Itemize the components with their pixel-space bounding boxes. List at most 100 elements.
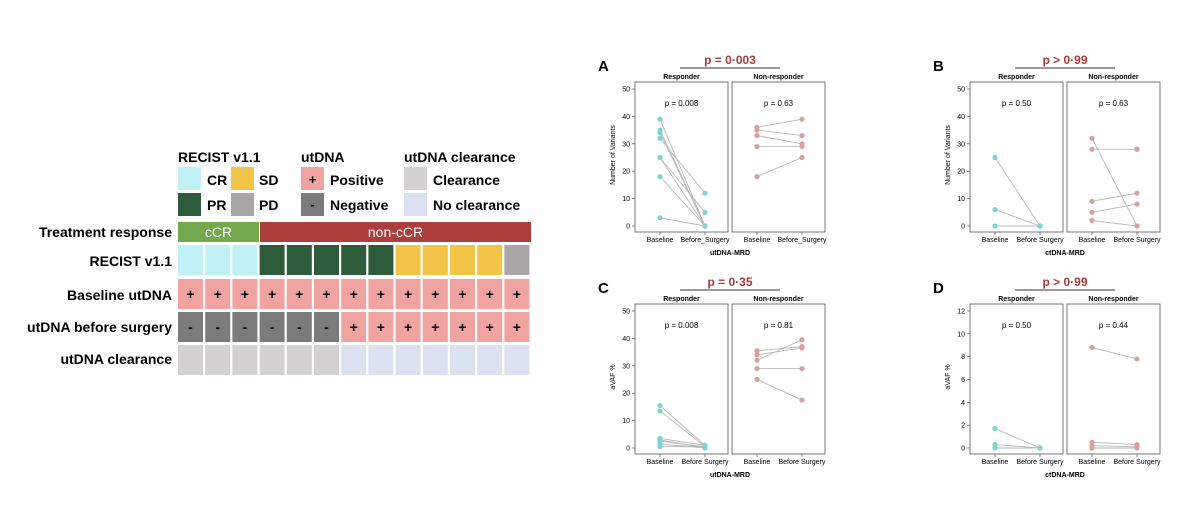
- baseline-point: [754, 132, 760, 139]
- y-tick-label: 0: [961, 446, 965, 453]
- legend-swatch-negative: [301, 193, 324, 216]
- y-tick-label: 30: [957, 141, 965, 148]
- facet-title: Non-responder: [753, 74, 803, 81]
- before-surgery-cell: [341, 312, 367, 342]
- baseline-cell: [259, 279, 285, 309]
- y-tick-label: 2: [961, 423, 965, 430]
- baseline-point: [992, 425, 998, 432]
- y-axis-label: Number of Variants: [610, 125, 617, 185]
- facet-frame: [634, 81, 729, 233]
- baseline-cell: [178, 279, 203, 309]
- pair-line: [659, 443, 706, 449]
- before-surgery-cell: [422, 312, 448, 342]
- y-tick-label: 20: [622, 391, 630, 398]
- x-axis-label: ctDNA-MRD: [1045, 250, 1085, 257]
- clearance-cell: [504, 345, 530, 375]
- before-surgery-cell: [286, 312, 312, 342]
- y-tick-label: 20: [622, 169, 630, 176]
- facet-non-responder: Non-responder p = 0.81 Baseline Before Surg…: [731, 296, 826, 466]
- baseline-cell: [450, 279, 475, 309]
- legend-label-no-clearance: No clearance: [433, 197, 520, 213]
- facet-frame: [969, 81, 1064, 233]
- recist-cell: [232, 245, 258, 275]
- facet-title: Responder: [663, 74, 700, 81]
- baseline-cell-symbol: +: [377, 286, 385, 302]
- clearance-cell: [232, 345, 258, 375]
- facet-responder: Responder p = 0.008 Baseline Before Surgery: [634, 296, 729, 466]
- before-surgery-cell: [477, 312, 503, 342]
- before-surgery-cell: [178, 312, 203, 342]
- clearance-cell: [178, 345, 203, 375]
- baseline-point: [992, 206, 998, 213]
- x-tick-label: Before Surgery: [1113, 459, 1161, 466]
- baseline-point: [754, 376, 760, 383]
- y-tick-label: 40: [622, 114, 630, 121]
- utdna-heatmap: RECIST v1.1 utDNA utDNA clearance CR SD …: [27, 149, 531, 375]
- facet-p-value: p = 0.81: [764, 321, 794, 330]
- before-surgery-cell-symbol: +: [350, 319, 358, 335]
- x-tick-label: Baseline: [744, 237, 771, 244]
- y-tick-label: 10: [957, 196, 965, 203]
- facet-title: Responder: [998, 74, 1035, 81]
- facet-non-responder: Non-responder p = 0.63 Baseline Before Surg…: [1066, 74, 1161, 244]
- baseline-cell-symbol: +: [186, 286, 194, 302]
- before-surgery-point: [1134, 445, 1140, 451]
- baseline-cell: [232, 279, 258, 309]
- facet-p-value: p = 0.008: [665, 321, 699, 330]
- before-surgery-point: [702, 444, 708, 450]
- overall-p-value: p > 0·99: [1042, 275, 1087, 289]
- facet-p-value: p = 0.63: [1099, 99, 1129, 108]
- recist-cell: [341, 245, 367, 275]
- before-surgery-point: [799, 116, 805, 122]
- response-bar-ccr: [178, 222, 259, 242]
- facet-responder: Responder p = 0.008 Baseline Before_Surgery: [634, 74, 730, 244]
- panel-letter: A: [598, 58, 609, 75]
- pair-line: [659, 138, 706, 194]
- pair-line: [1091, 445, 1138, 448]
- recist-cell: [368, 245, 394, 275]
- before-surgery-point: [799, 365, 805, 372]
- before-surgery-cell-symbol: +: [513, 319, 521, 335]
- recist-cell: [422, 245, 448, 275]
- row-label-baseline-utdna: Baseline utDNA: [67, 287, 172, 303]
- legend-clearance-title: utDNA clearance: [404, 149, 516, 165]
- y-tick-label: 50: [622, 309, 630, 316]
- x-axis-label: ctDNA-MRD: [1045, 472, 1085, 479]
- row-label-treatment-response: Treatment response: [39, 224, 172, 240]
- clearance-cell: [368, 345, 394, 375]
- baseline-point: [754, 143, 760, 150]
- pair-line: [659, 176, 706, 227]
- legend-swatch-no-clearance: [404, 193, 427, 216]
- before-surgery-cell-symbol: -: [215, 319, 220, 335]
- facet-title: Responder: [998, 296, 1035, 303]
- baseline-point: [1089, 135, 1095, 141]
- before-surgery-point: [799, 345, 805, 351]
- facet-frame: [731, 81, 826, 233]
- pair-line: [994, 209, 1041, 227]
- before-surgery-point: [1134, 356, 1140, 362]
- baseline-cell: [368, 279, 394, 309]
- pair-line: [994, 157, 1041, 227]
- y-tick-label: 8: [961, 354, 965, 361]
- facet-p-value: p = 0.63: [764, 99, 794, 108]
- baseline-point: [754, 174, 760, 180]
- before-surgery-point: [799, 397, 805, 403]
- before-surgery-cell: [504, 312, 530, 342]
- baseline-cell-symbol: +: [458, 286, 466, 302]
- pair-line: [659, 437, 706, 446]
- baseline-point: [657, 130, 663, 136]
- baseline-cell-symbol: +: [350, 286, 358, 302]
- recist-cell: [477, 245, 503, 275]
- pair-line: [659, 410, 706, 447]
- baseline-point: [657, 408, 663, 414]
- pair-line: [1091, 138, 1138, 227]
- before-surgery-point: [1134, 223, 1140, 229]
- recist-cell: [286, 245, 312, 275]
- before-surgery-point: [702, 209, 708, 215]
- baseline-point: [754, 352, 760, 358]
- baseline-cell: [422, 279, 448, 309]
- y-tick-label: 50: [622, 87, 630, 94]
- x-tick-label: Before Surgery: [1113, 237, 1161, 244]
- pair-line: [1091, 192, 1138, 202]
